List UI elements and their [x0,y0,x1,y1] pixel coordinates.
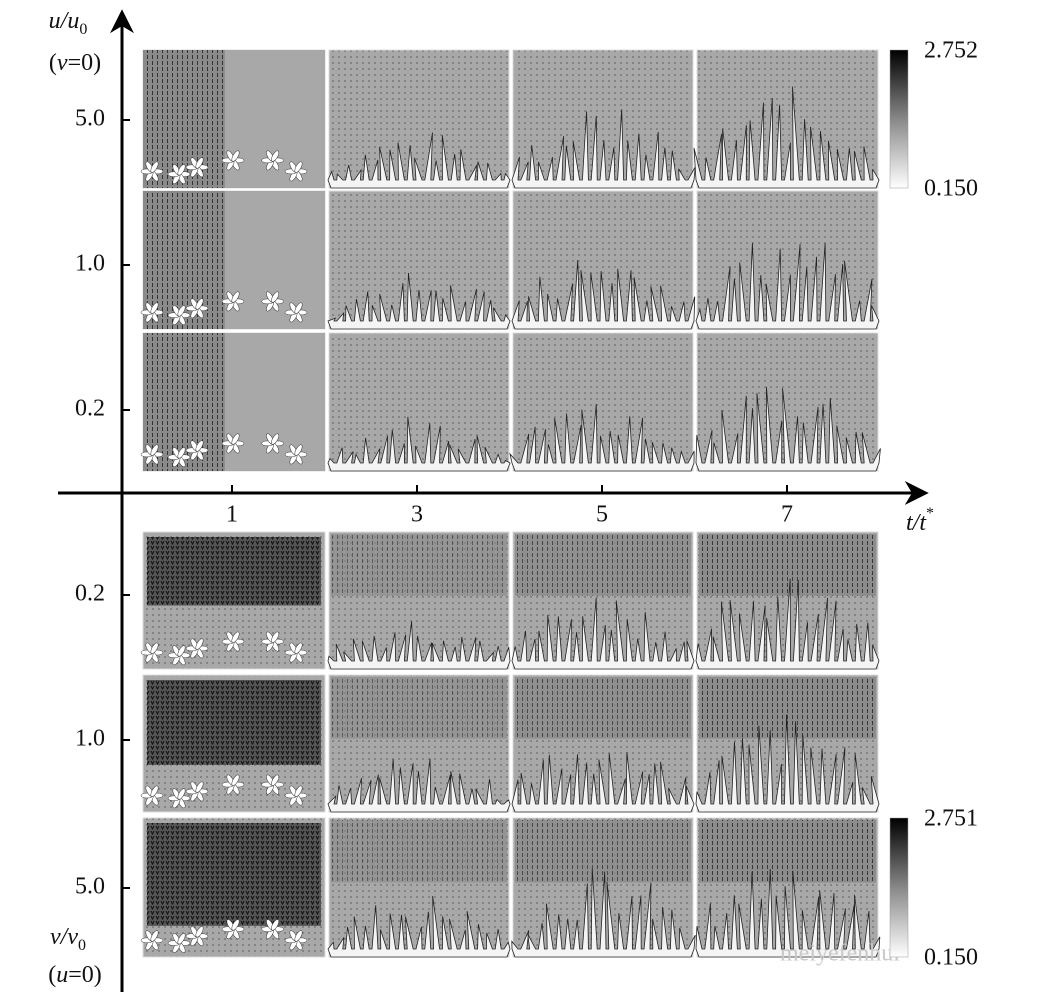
crystal [271,919,280,931]
crystal [294,161,303,173]
crystal [195,440,204,452]
dendrite [511,109,696,189]
flow-field [331,534,507,596]
crystal [294,302,303,314]
tick-label: 0.2 [75,581,105,607]
crystal [150,444,159,456]
crystal [177,788,186,800]
crystal [150,930,159,942]
colorbar [889,49,909,189]
crystal [195,298,204,310]
y-top-label: u/u0 [49,8,88,38]
crystal [231,774,240,786]
colorbar-min: 0.150 [924,945,978,971]
crystal [177,305,186,317]
crystal [294,444,303,456]
watermark: meiyefenhui [780,941,900,967]
dendrite [511,868,696,958]
y-bottom-condition: (u=0) [48,962,102,988]
crystal [271,291,280,303]
dendrite [511,752,695,813]
flow-field [515,677,691,739]
flow-field [515,534,691,596]
dendrite [695,868,881,958]
colorbar [889,817,909,958]
dendrite [327,895,511,958]
dendrite [695,386,881,472]
flow-field [331,677,507,739]
dendrite [695,714,880,813]
crystal [195,781,204,793]
dendrite [327,416,511,472]
flow-field [147,537,321,606]
y-top-condition: (v=0) [49,50,101,76]
panels [140,49,881,958]
crystal [177,164,186,176]
crystal [150,302,159,314]
crystal [231,291,240,303]
tick-label: 0.2 [75,396,105,422]
crystal [150,161,159,173]
flow-field [147,823,321,926]
colorbar-min: 0.150 [924,176,978,202]
crystal [231,433,240,445]
crystal [195,157,204,169]
crystal [294,642,303,654]
tick-label: 1.0 [75,251,105,277]
tick-label: 7 [781,502,793,528]
tick-label: 3 [411,502,423,528]
crystal [177,933,186,945]
crystal [231,631,240,643]
crystal [177,645,186,657]
colorbar-max: 2.752 [924,38,978,64]
crystal [294,785,303,797]
dendrite [509,404,695,472]
crystal [195,638,204,650]
dendrite [327,132,511,189]
dendrite [511,597,695,670]
y-bottom-label: v/v0 [50,924,86,954]
crystal [177,447,186,459]
dendrite [327,272,511,330]
flow-field [699,820,876,883]
crystal [150,642,159,654]
dendrite [327,758,511,813]
flow-field [331,820,507,883]
x-label: t/t* [906,505,934,536]
crystal [294,930,303,942]
flow-field [515,820,691,883]
crystal [271,631,280,643]
dendrite [695,578,880,670]
colorbar-max: 2.751 [924,806,978,832]
panel [328,332,510,472]
crystal [271,774,280,786]
crystal [231,150,240,162]
crystal [195,926,204,938]
crystal [231,919,240,931]
tick-label: 5 [596,502,608,528]
tick-label: 1.0 [75,726,105,752]
dendrite [511,259,696,330]
tick-label: 5.0 [75,106,105,132]
dendrite [693,86,880,189]
crystal [271,150,280,162]
panel [328,49,510,189]
dendrite [327,621,511,670]
tick-label: 5.0 [75,874,105,900]
tick-label: 1 [226,502,238,528]
dendrite [695,242,880,330]
crystal [271,433,280,445]
flow-field [699,534,876,596]
flow-field [147,680,321,765]
crystal [150,785,159,797]
